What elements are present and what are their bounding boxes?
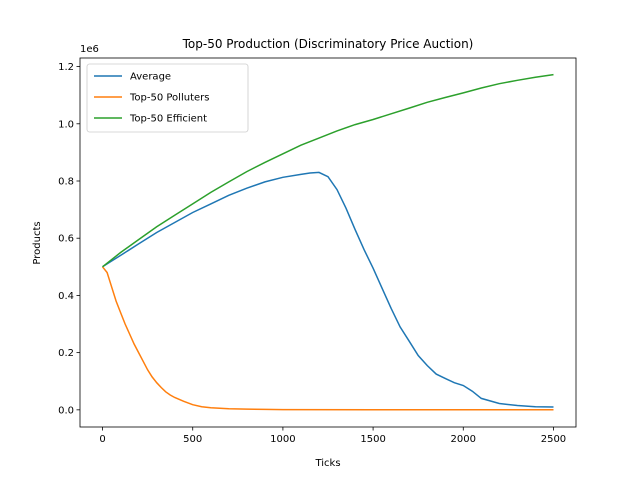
axes-frame xyxy=(79,57,577,428)
y-tick-label: 0.8 xyxy=(58,177,74,188)
x-axis-label: Ticks xyxy=(314,458,340,469)
x-tick-label: 1500 xyxy=(360,434,385,445)
series-line-2 xyxy=(102,73,554,268)
x-tick-label: 2000 xyxy=(451,434,476,445)
series-line-1 xyxy=(101,266,554,411)
y-tick-label: 0.2 xyxy=(58,348,74,359)
y-offset-label: 1e6 xyxy=(80,44,99,55)
legend-label-1: Top-50 Polluters xyxy=(129,93,209,104)
y-tick-label: 1.0 xyxy=(58,119,74,130)
y-tick-label: 0.4 xyxy=(58,291,74,302)
x-tick-label: 500 xyxy=(183,434,202,445)
x-tick-label: 1000 xyxy=(270,434,295,445)
plot-area: 0 500 1000 1500 2000 2500 0.0 0.2 0.4 0.6 0.8 1.0 1.… xyxy=(58,57,577,445)
series-line-0 xyxy=(102,171,554,408)
y-tick-label: 0.6 xyxy=(58,234,74,245)
x-tick-label: 2500 xyxy=(541,434,566,445)
y-axis-label: Products xyxy=(32,221,43,264)
legend-label-0: Average xyxy=(130,72,171,83)
legend: Average Top-50 Polluters Top-50 Efficient xyxy=(86,63,249,133)
legend-box xyxy=(86,63,249,133)
legend-label-2: Top-50 Efficient xyxy=(129,114,207,125)
chart-title: Top-50 Production (Discriminatory Price … xyxy=(182,37,474,51)
x-tick-label: 0 xyxy=(99,434,105,445)
y-tick-label: 1.2 xyxy=(58,62,74,73)
y-tick-label: 0.0 xyxy=(58,405,74,416)
